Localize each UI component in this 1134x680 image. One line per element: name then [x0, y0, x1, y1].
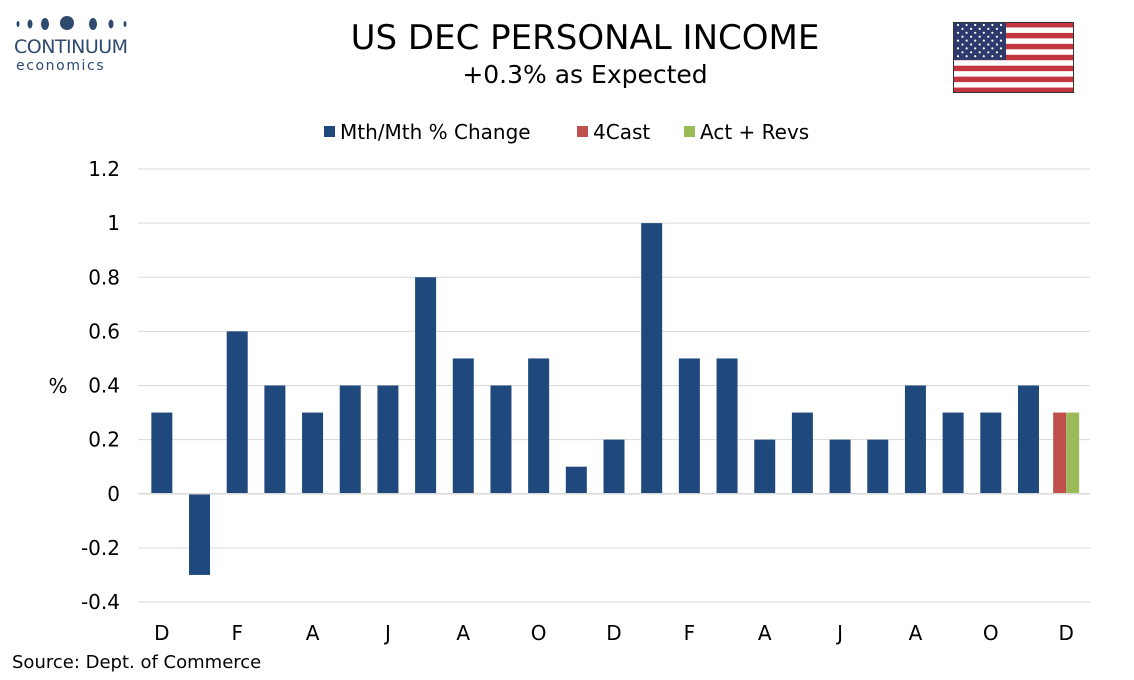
legend-label-forecast: 4Cast	[593, 120, 650, 144]
legend: Mth/Mth % Change 4Cast Act + Revs	[324, 120, 809, 144]
x-tick-label: O	[531, 621, 547, 645]
logo-subtext: economics	[16, 58, 106, 74]
bar-mth-mth-change	[867, 439, 889, 494]
x-tick-label: A	[456, 621, 470, 645]
bar-mth-mth-change	[565, 466, 587, 494]
bar-mth-mth-change	[980, 412, 1002, 494]
chart-title: US DEC PERSONAL INCOME	[350, 18, 820, 58]
y-tick-label: 0	[107, 482, 120, 506]
y-tick-label: 0.6	[88, 319, 120, 343]
bar-mth-mth-change	[339, 385, 361, 494]
y-axis-label: %	[48, 374, 67, 398]
x-tick-label: J	[383, 621, 391, 645]
bar-mth-mth-change	[415, 277, 437, 494]
x-tick-label: D	[154, 621, 169, 645]
legend-swatch-main	[324, 126, 335, 137]
bar-mth-mth-change	[1017, 385, 1039, 494]
bar-mth-mth-change	[189, 493, 211, 575]
logo-dots-icon	[16, 16, 127, 30]
bar-mth-mth-change	[226, 331, 248, 494]
x-tick-label: F	[231, 621, 243, 645]
bar-mth-mth-change	[490, 385, 512, 494]
legend-swatch-forecast	[577, 126, 588, 137]
x-tick-label: O	[983, 621, 999, 645]
bar-mth-mth-change	[942, 412, 964, 494]
bar-mth-mth-change	[716, 358, 738, 494]
x-tick-label: A	[758, 621, 772, 645]
bar-mth-mth-change	[528, 358, 550, 494]
legend-label-main: Mth/Mth % Change	[340, 120, 531, 144]
bar-mth-mth-change	[302, 412, 324, 494]
bar-mth-mth-change	[377, 385, 399, 494]
source-note: Source: Dept. of Commerce	[12, 652, 262, 673]
bar-mth-mth-change	[264, 385, 286, 494]
bar-mth-mth-change	[829, 439, 851, 494]
y-tick-label: 1.2	[88, 157, 120, 181]
bar-mth-mth-change	[754, 439, 776, 494]
y-tick-label: 0.8	[88, 265, 120, 289]
y-tick-label: 1	[107, 211, 120, 235]
x-tick-label: A	[909, 621, 923, 645]
logo-wordmark: CONTINUUM	[14, 36, 128, 58]
x-tick-label: F	[684, 621, 696, 645]
bar-mth-mth-change	[641, 223, 663, 494]
bar-act-revs	[1066, 412, 1080, 494]
bar-mth-mth-change	[151, 412, 173, 494]
bar-mth-mth-change	[603, 439, 625, 494]
bars	[151, 223, 1080, 575]
x-tick-label: D	[606, 621, 621, 645]
bar-4cast	[1053, 412, 1067, 494]
y-axis-tick-labels: -0.4 -0.2 0 0.2 0.4 0.6 0.8 1 1.2	[81, 157, 120, 614]
us-flag-icon	[953, 22, 1074, 93]
x-tick-label: D	[1058, 621, 1073, 645]
y-tick-label: -0.4	[81, 590, 120, 614]
bar-mth-mth-change	[791, 412, 813, 494]
bar-mth-mth-change	[904, 385, 926, 494]
bar-mth-mth-change	[452, 358, 474, 494]
x-tick-label: A	[306, 621, 320, 645]
chart-subtitle: +0.3% as Expected	[462, 60, 708, 89]
x-tick-label: J	[835, 621, 843, 645]
bar-mth-mth-change	[678, 358, 700, 494]
y-tick-label: 0.4	[88, 374, 120, 398]
legend-swatch-actual	[684, 126, 695, 137]
legend-label-actual: Act + Revs	[700, 120, 809, 144]
y-tick-label: -0.2	[81, 536, 120, 560]
y-tick-label: 0.2	[88, 428, 120, 452]
